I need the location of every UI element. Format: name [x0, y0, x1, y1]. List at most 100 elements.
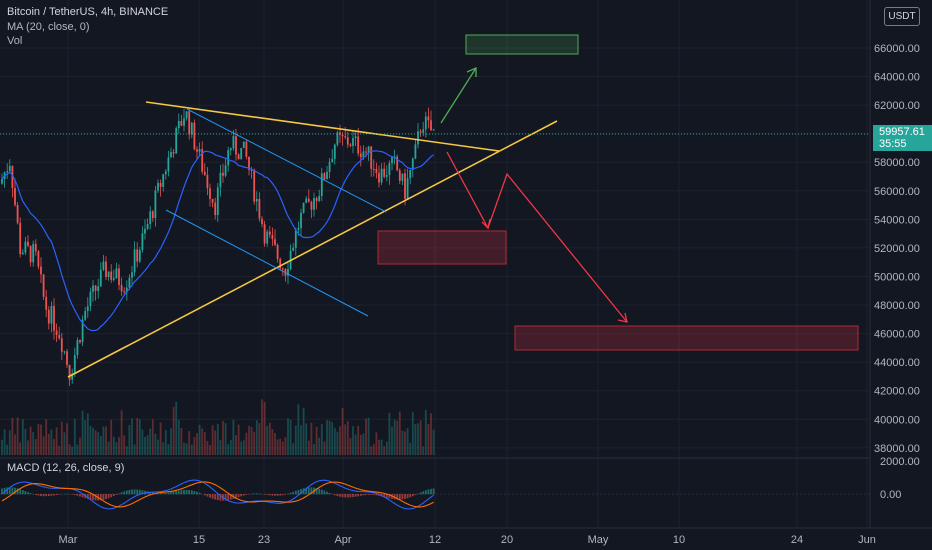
macd-histogram-bar	[372, 494, 375, 496]
volume-bar	[55, 427, 58, 455]
macd-histogram-bar	[263, 494, 266, 495]
macd-histogram-bar	[318, 488, 321, 495]
price-tick-label: 56000.00	[874, 186, 920, 198]
volume-bar	[209, 444, 211, 455]
candle-body	[253, 169, 256, 202]
candle-body	[219, 172, 222, 188]
candle-body	[99, 269, 102, 287]
macd-histogram-bar	[245, 494, 248, 495]
macd-histogram-bar	[255, 493, 258, 495]
volume-bar	[216, 424, 219, 455]
macd-histogram-bar	[37, 494, 40, 496]
candle-body	[146, 223, 149, 229]
macd-histogram-bar	[183, 489, 185, 495]
macd-histogram-bar	[133, 489, 136, 495]
macd-histogram-bar	[274, 494, 276, 496]
candle-body	[107, 271, 110, 277]
ma-indicator-label[interactable]: MA (20, close, 0)	[7, 21, 90, 33]
candle-body	[29, 245, 32, 263]
price-tick-label: 38000.00	[874, 443, 920, 455]
macd-histogram-bar	[11, 487, 14, 495]
candle-body	[97, 286, 100, 291]
macd-histogram-bar	[357, 494, 360, 497]
candle-body	[378, 172, 380, 183]
volume-bar	[110, 419, 113, 455]
macd-histogram-bar	[307, 487, 310, 495]
candle-body	[188, 111, 191, 135]
price-tick-label: 50000.00	[874, 271, 920, 283]
volume-bar	[73, 419, 76, 455]
candle-body	[367, 146, 370, 153]
candle-body	[318, 195, 321, 202]
drawings[interactable]	[67, 34, 859, 378]
volume-bar	[211, 425, 214, 455]
volume-bar	[352, 426, 354, 455]
macd-histogram-bar	[271, 494, 274, 496]
volume-bar	[37, 424, 40, 455]
volume-bar	[339, 426, 341, 455]
volume-bar	[235, 435, 237, 455]
candle-body	[237, 154, 240, 160]
candle-body	[287, 268, 289, 276]
volume-bar	[92, 427, 94, 455]
volume-bar	[34, 439, 37, 455]
candle-body	[201, 149, 204, 172]
candle-body	[209, 188, 211, 199]
volume-bar	[32, 432, 35, 455]
candle-body	[16, 204, 19, 223]
candle-body	[406, 178, 409, 199]
macd-histogram-bar	[422, 491, 425, 495]
macd-indicator-label[interactable]: MACD (12, 26, close, 9)	[7, 462, 125, 474]
volume-bar	[362, 433, 365, 455]
time-axis[interactable]: Mar 15 23 Apr 12 20 May 10 24 Jun	[59, 534, 876, 546]
volume-bar	[68, 444, 71, 455]
macd-histogram-bar	[336, 494, 339, 497]
volume-bar	[19, 442, 22, 455]
time-tick-label: Mar	[59, 534, 78, 546]
volume-bar	[71, 446, 74, 455]
price-tick-label: 58000.00	[874, 157, 920, 169]
macd-histogram-bar	[172, 491, 175, 495]
macd-histogram-bar	[219, 494, 222, 501]
macd-histogram-bar	[29, 493, 32, 495]
macd-histogram-bar	[229, 494, 232, 500]
candle-body	[261, 218, 263, 225]
candle-body	[214, 202, 217, 216]
candle-body	[53, 306, 55, 331]
candle-body	[310, 201, 313, 210]
macd-histogram-bar	[112, 494, 115, 497]
last-price-value: 59957.61	[879, 126, 925, 138]
candle-body	[279, 258, 282, 269]
candle-body	[326, 171, 328, 180]
candle-body	[396, 156, 399, 171]
symbol-title[interactable]: Bitcoin / TetherUS, 4h, BINANCE	[7, 6, 169, 18]
candle-body	[60, 338, 63, 352]
volume-bar	[190, 444, 193, 455]
time-tick-label: Jun	[858, 534, 876, 546]
candle-body	[68, 364, 71, 380]
volume-bar	[133, 444, 136, 455]
macd-histogram-bar	[253, 493, 256, 495]
macd-histogram-bar	[19, 489, 22, 495]
macd-histogram-bar	[24, 491, 27, 495]
volume-bar	[266, 425, 269, 455]
volume-bar	[250, 427, 253, 455]
candle-body	[346, 137, 349, 145]
currency-badge[interactable]: USDT	[884, 7, 920, 26]
macd-histogram-bar	[164, 492, 167, 495]
volume-bar	[248, 425, 250, 455]
volume-bar	[76, 444, 79, 455]
volume-bar	[432, 429, 435, 455]
macd-histogram-bar	[209, 494, 211, 498]
macd-histogram-bar	[115, 494, 118, 495]
volume-indicator-label[interactable]: Vol	[7, 35, 23, 47]
macd-histogram-bar	[406, 494, 409, 499]
price-axis[interactable]: 66000.0064000.0062000.0060000.0058000.00…	[874, 43, 920, 455]
candle-body	[266, 231, 269, 244]
macd-histogram-bar	[177, 490, 180, 495]
macd-histogram-bar	[346, 494, 349, 498]
candle-body	[58, 335, 61, 339]
macd-histogram-bar	[326, 491, 328, 495]
macd-histogram-bar	[398, 494, 401, 500]
